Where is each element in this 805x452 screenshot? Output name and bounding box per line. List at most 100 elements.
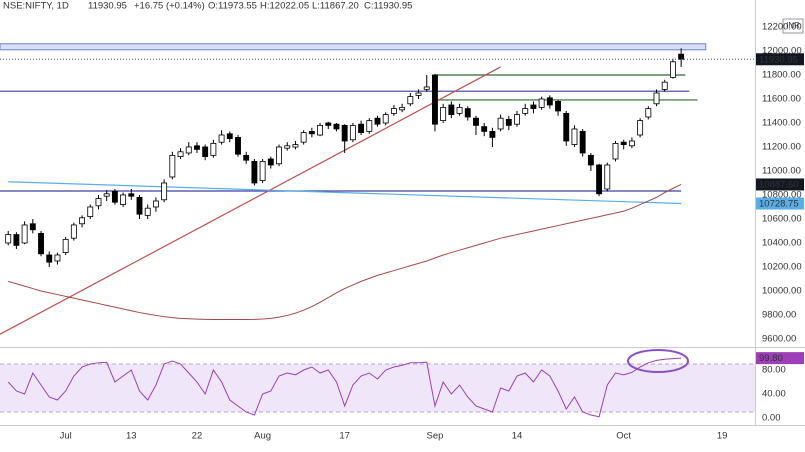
candle-body [612,142,619,160]
trend-line [0,66,501,335]
high: H:12022.05 [260,1,309,12]
y-tick-label: 10800.00 [762,189,802,200]
trend-label: 10728.75 [759,199,799,210]
candle-body [358,123,365,133]
candle-body [473,117,479,126]
x-tick-label: Jul [60,431,72,442]
trend-line [8,181,682,205]
last-price-label-bg [756,53,804,66]
candle-body [464,108,471,118]
moving-average [8,184,682,321]
candle-body [382,114,389,124]
candle-body [366,120,373,132]
x-tick-label: Sep [426,431,443,442]
x-tick-label: 14 [512,431,523,442]
candle-body [169,154,176,178]
currency-box[interactable] [782,18,804,34]
plot-layer [0,43,755,418]
candle-body [407,96,414,105]
candle-body [374,117,381,125]
candle-body [669,61,676,78]
candle-body [226,133,233,139]
candle-body [423,86,430,90]
candle-body [210,142,217,156]
x-tick-label: Oct [616,431,631,442]
ma-label-bg [756,178,804,191]
candle-body [259,160,266,181]
candle-body [620,141,627,145]
candle-body [325,122,332,126]
x-tick-label: 19 [717,431,728,442]
x-tick-label: Aug [254,431,271,442]
candle-body [530,104,537,109]
x-tick-label: 13 [126,431,137,442]
candle-body [185,146,192,154]
candle-body [349,124,356,141]
oscillator-label: 99.80 [759,353,783,364]
y-tick-label: 10200.00 [762,261,802,272]
candle-body [276,146,282,165]
candle-body [87,206,94,217]
candle-body [538,98,545,108]
x-tick-label: 17 [339,431,350,442]
candle-body [267,158,274,166]
candle-body [440,106,447,121]
y-tick-label: 11000.00 [762,165,801,176]
candle-body [587,154,594,166]
candle-body [29,223,36,231]
candle-body [79,217,86,225]
candle-body [489,130,496,138]
low: L:11867.20 [312,1,359,12]
y-tick-label: 80.00 [762,365,786,376]
candle-body [333,123,340,130]
candle-body [678,53,685,60]
candle-body [218,134,225,143]
candle-body [628,140,635,147]
candle-body [571,128,578,145]
y-tick-label: 11400.00 [762,118,801,129]
candle-body [194,145,200,150]
candle-body [481,126,488,132]
candle-body [596,164,603,195]
open: O:11973.55 [208,1,257,12]
y-tick-label: 11200.00 [762,141,801,152]
candle-body [522,108,529,114]
candle-body [70,224,77,239]
change: +16.75 (+0.14%) [134,1,205,12]
candle-body [144,207,151,216]
candle-body [243,154,250,161]
candle-body [161,182,168,201]
close: C:11930.95 [364,1,412,12]
candle-body [637,120,644,136]
candle-body [128,193,135,197]
candle-body [546,97,553,106]
last: 11930.95 [88,1,127,12]
candle-body [235,136,241,155]
candle-body [284,145,291,149]
y-tick-label: 11800.00 [762,70,801,81]
y-tick-label: 12200.00 [762,22,802,33]
y-tick-label: 0.00 [762,412,781,423]
candle-body [661,81,668,90]
header-bg [0,0,380,12]
trend-label-bg [756,197,804,210]
candle-body [136,196,143,215]
y-tick-label: 9800.00 [762,309,796,320]
oscillator-label-bg [756,352,804,365]
candle-body [13,234,20,246]
candle-body [448,104,455,115]
candle-body [579,130,586,154]
oscillator-line [7,357,682,418]
candle-body [251,160,258,184]
candle-body [432,74,438,125]
candle-body [604,164,611,190]
candle-body [341,124,348,142]
candle-body [5,234,12,244]
candle-body [390,108,397,114]
candle-body [111,190,118,203]
candle-body [202,146,209,157]
y-tick-label: 10000.00 [762,285,802,296]
candle-body [54,254,61,262]
annotation-ellipse [627,349,689,373]
